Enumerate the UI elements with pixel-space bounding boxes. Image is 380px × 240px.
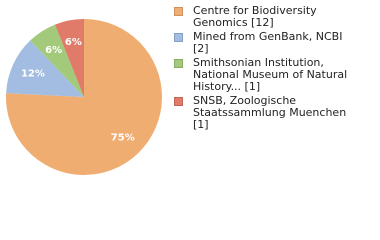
pie-slice (55, 19, 84, 97)
legend-label: SNSB, Zoologische Staatssammlung Muenche… (193, 94, 347, 131)
legend-swatch (174, 97, 183, 106)
legend-entry: Mined from GenBank, NCBI [2] (172, 31, 372, 55)
slice-label: 75% (111, 133, 135, 144)
pie-slice (6, 40, 84, 97)
pie-slice (6, 19, 163, 176)
slice-label: 12% (21, 69, 45, 80)
slice-label: 6% (45, 45, 62, 56)
legend-label: Smithsonian Institution, National Museum… (193, 56, 348, 93)
legend-swatch (174, 33, 183, 42)
legend-label: Centre for Biodiversity Genomics [12] (193, 4, 317, 29)
legend-entry: SNSB, Zoologische Staatssammlung Muenche… (172, 95, 372, 131)
legend-swatch (174, 7, 183, 16)
pie-slice (30, 24, 85, 97)
slice-label: 6% (65, 37, 82, 48)
legend-entry: Centre for Biodiversity Genomics [12] (172, 5, 372, 29)
legend-label: Mined from GenBank, NCBI [2] (193, 30, 343, 55)
legend-swatch (174, 59, 183, 68)
pie-chart: 75% 12% 6%6% (6, 19, 163, 176)
legend-entry: Smithsonian Institution, National Museum… (172, 57, 372, 93)
legend: Centre for Biodiversity Genomics [12] Min… (172, 5, 372, 133)
